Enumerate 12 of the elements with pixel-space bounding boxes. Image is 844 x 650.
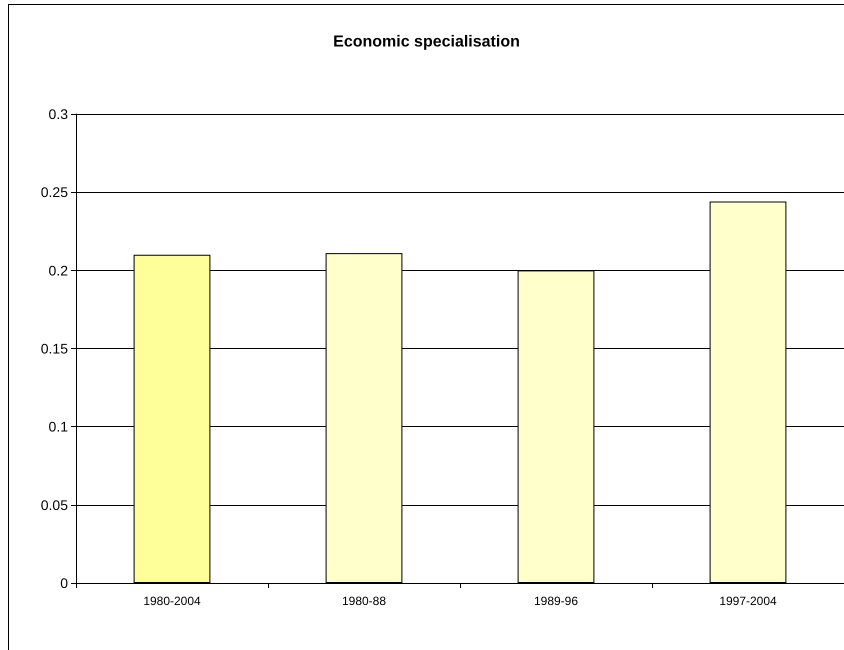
y-tick-label: 0 [60, 575, 68, 591]
y-tick-label: 0.15 [40, 340, 68, 356]
x-tick-label: 1989-96 [534, 594, 578, 608]
y-tick-label: 0.2 [48, 262, 68, 278]
x-tick-label: 1980-2004 [143, 594, 202, 608]
chart-title: Economic specialisation [333, 34, 520, 50]
y-tick-label: 0.05 [40, 496, 68, 513]
x-tick-label: 1980-88 [342, 594, 386, 608]
y-tick-label: 0.3 [48, 106, 68, 122]
y-tick-label: 0.25 [40, 184, 68, 200]
x-tick-label: 1997-2004 [719, 594, 778, 608]
y-tick-label: 0.1 [48, 418, 68, 435]
